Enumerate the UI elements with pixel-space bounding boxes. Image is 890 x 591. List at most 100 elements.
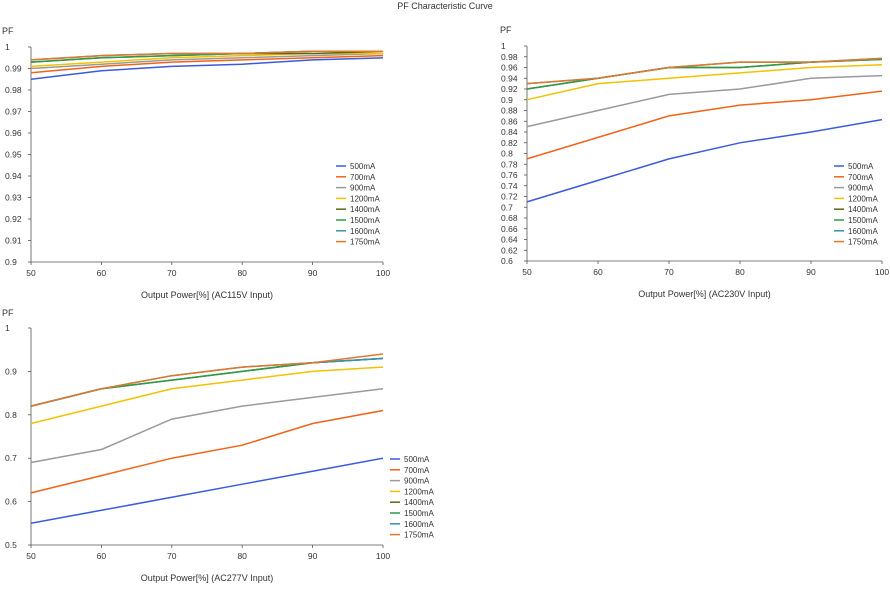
y-tick-label: 0.95 [5, 150, 22, 160]
legend-label: 1200mA [350, 194, 380, 203]
series-line-1750mA [526, 57, 883, 85]
y-tick-label: 0.7 [5, 453, 17, 463]
x-tick-label: 100 [376, 268, 390, 278]
series-line-1200mA [526, 64, 883, 101]
series-line-500mA [30, 457, 384, 525]
legend-label: 1500mA [404, 509, 434, 518]
series-line-1600mA [30, 357, 384, 407]
legend-label: 1200mA [848, 194, 878, 203]
x-tick-label: 80 [237, 268, 247, 278]
legend-label: 1750mA [350, 238, 380, 247]
x-tick-label: 80 [735, 267, 745, 277]
y-tick-label: 0.94 [501, 73, 518, 83]
y-tick-label: 0.76 [501, 170, 518, 180]
y-tick-label: 0.64 [501, 235, 518, 245]
legend-label: 1400mA [848, 205, 878, 214]
legend-label: 1600mA [404, 520, 434, 529]
x-axis-label: Output Power[%] (AC115V Input) [141, 290, 273, 300]
x-tick-label: 70 [167, 551, 177, 561]
legend-label: 1750mA [404, 531, 434, 540]
legend-label: 1500mA [848, 216, 878, 225]
y-tick-label: 0.9 [5, 257, 17, 267]
y-tick-label: 0.92 [501, 84, 518, 94]
legend-label: 1600mA [350, 227, 380, 236]
x-tick-label: 50 [26, 551, 36, 561]
y-axis-label: PF [500, 25, 512, 35]
y-tick-label: 0.94 [5, 171, 22, 181]
y-tick-label: 0.66 [501, 224, 518, 234]
chart-ac277v: 0.5 0.6 0.7 0.8 0.9 1 50 60 70 80 90 100 PF Output Po… [2, 308, 434, 583]
series-line-1500mA [30, 357, 384, 407]
y-tick-label: 0.8 [501, 149, 513, 159]
x-tick-label: 60 [97, 551, 107, 561]
legend-label: 500mA [848, 162, 874, 171]
y-tick-label: 0.86 [501, 116, 518, 126]
series-line-1200mA [30, 366, 384, 425]
legend-label: 700mA [404, 466, 430, 475]
y-tick-label: 0.6 [501, 256, 513, 266]
series-line-900mA [526, 74, 883, 128]
y-tick-label: 0.93 [5, 193, 22, 203]
y-tick-label: 0.6 [5, 497, 17, 507]
series-line-900mA [30, 52, 384, 70]
y-tick-label: 0.96 [501, 63, 518, 73]
legend-label: 500mA [350, 162, 376, 171]
y-tick-label: 0.74 [501, 181, 518, 191]
chart-ac230v: 0.60.620.640.660.680.70.720.740.760.780.… [500, 25, 889, 299]
legend-label: 700mA [350, 173, 376, 182]
y-tick-label: 0.5 [5, 540, 17, 550]
y-tick-label: 0.7 [501, 202, 513, 212]
series-line-1400mA [526, 58, 883, 90]
y-tick-label: 0.98 [5, 85, 22, 95]
x-tick-label: 90 [308, 551, 318, 561]
y-tick-label: 0.99 [5, 64, 22, 74]
series-line-1500mA [526, 58, 883, 90]
y-tick-label: 0.78 [501, 159, 518, 169]
series-line-700mA [526, 90, 883, 160]
series-line-500mA [30, 57, 384, 81]
x-tick-label: 60 [593, 267, 603, 277]
chart-ac115v: 0.9 0.91 0.92 0.93 0.94 0.95 0.96 0.97 0.98 0.99 1… [2, 26, 390, 300]
legend-label: 1200mA [404, 487, 434, 496]
y-axis-label: PF [2, 308, 14, 318]
legend-label: 1400mA [404, 498, 434, 507]
y-tick-label: 0.88 [501, 106, 518, 116]
page-title: PF Characteristic Curve [397, 1, 493, 11]
x-tick-label: 50 [522, 267, 532, 277]
series-line-1750mA [30, 353, 384, 407]
x-tick-label: 90 [308, 268, 318, 278]
x-tick-label: 70 [664, 267, 674, 277]
x-tick-label: 60 [97, 268, 107, 278]
x-tick-label: 80 [237, 551, 247, 561]
y-tick-label: 1 [5, 323, 10, 333]
y-axis-label: PF [2, 26, 14, 36]
x-tick-label: 100 [376, 551, 390, 561]
y-tick-label: 0.9 [5, 366, 17, 376]
legend-label: 1500mA [350, 216, 380, 225]
legend-label: 900mA [404, 477, 430, 486]
series-line-700mA [30, 409, 384, 494]
y-tick-label: 0.9 [501, 95, 513, 105]
y-tick-label: 0.62 [501, 245, 518, 255]
x-tick-label: 90 [806, 267, 816, 277]
legend-label: 1750mA [848, 238, 878, 247]
legend-label: 900mA [848, 184, 874, 193]
x-axis-label: Output Power[%] (AC230V Input) [638, 289, 771, 299]
series-line-900mA [30, 388, 384, 464]
series-line-1400mA [30, 357, 384, 407]
y-tick-label: 0.72 [501, 192, 518, 202]
y-tick-label: 0.91 [5, 236, 22, 246]
y-tick-label: 0.92 [5, 214, 22, 224]
legend-label: 900mA [350, 184, 376, 193]
legend-label: 1400mA [350, 205, 380, 214]
x-tick-label: 100 [875, 267, 889, 277]
series-line-1750mA [30, 50, 383, 61]
y-tick-label: 1 [5, 42, 10, 52]
legend-label: 1600mA [848, 227, 878, 236]
y-tick-label: 0.97 [5, 107, 22, 117]
y-tick-label: 0.8 [5, 410, 17, 420]
y-tick-label: 0.96 [5, 128, 22, 138]
legend-label: 500mA [404, 455, 430, 464]
x-tick-label: 50 [26, 268, 36, 278]
y-tick-label: 0.68 [501, 213, 518, 223]
